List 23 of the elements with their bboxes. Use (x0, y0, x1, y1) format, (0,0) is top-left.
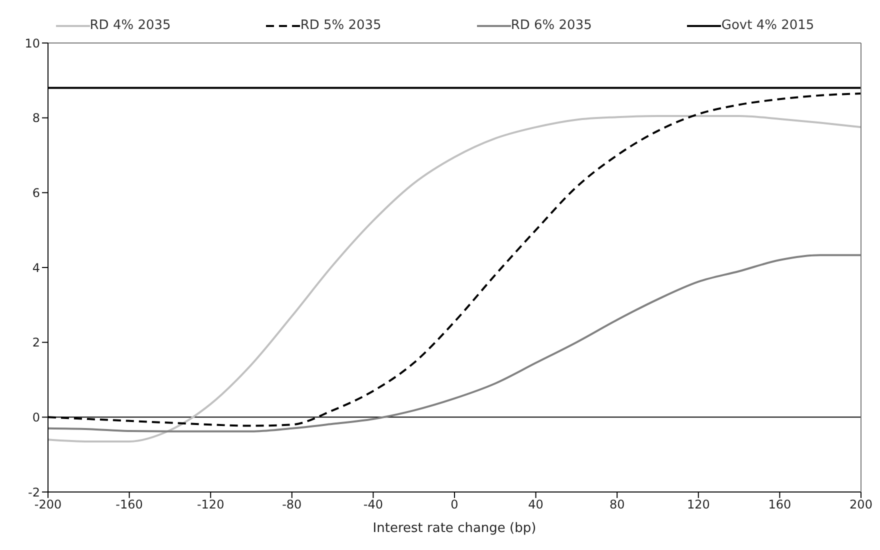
y-tick-label: 4 (32, 260, 40, 275)
y-tick-label: 2 (32, 336, 40, 350)
legend-label: RD 4% 2035 (90, 18, 171, 33)
x-tick-label: -120 (196, 498, 224, 512)
x-tick-label: 80 (609, 498, 625, 512)
x-tick-label: 120 (686, 498, 710, 512)
y-tick-label: 8 (32, 111, 40, 126)
x-tick-label: 40 (528, 498, 544, 512)
y-tick-label: 6 (32, 186, 40, 200)
x-tick-label: -40 (363, 498, 384, 512)
x-tick-label: -200 (34, 498, 62, 512)
x-tick-label: 200 (850, 498, 872, 512)
legend-label: RD 5% 2035 (300, 18, 382, 33)
x-tick-label: -80 (282, 498, 302, 512)
x-tick-label: -160 (116, 498, 143, 512)
legend-label: Govt 4% 2015 (721, 18, 814, 33)
y-tick-label: 0 (32, 410, 40, 424)
x-tick-label: 160 (768, 498, 792, 512)
x-axis-title: Interest rate change (bp) (372, 521, 536, 536)
y-tick-label: -2 (28, 485, 40, 500)
x-tick-label: 0 (450, 498, 458, 512)
y-tick-label: 10 (24, 36, 40, 50)
legend-label: RD 6% 2035 (510, 18, 592, 33)
